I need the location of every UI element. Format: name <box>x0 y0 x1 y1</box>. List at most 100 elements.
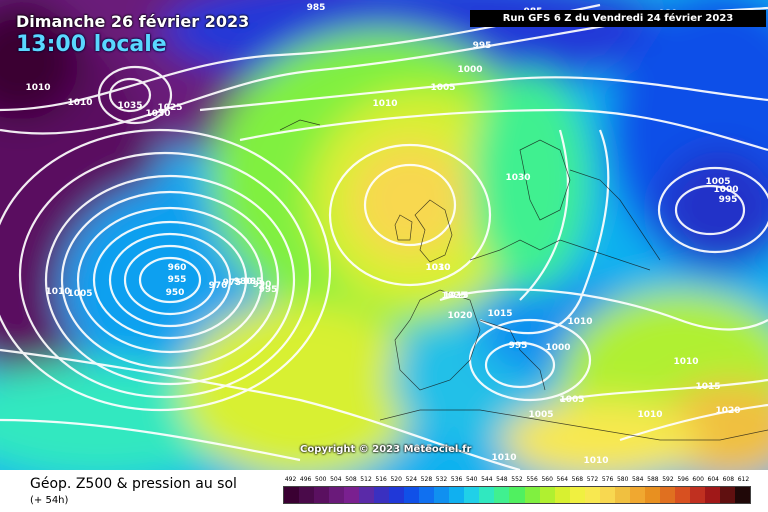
legend-color-bar <box>283 486 751 504</box>
legend-tick-label: 516 <box>375 476 387 483</box>
isobar-value-label: 1020 <box>715 406 740 416</box>
legend-tick-label: 536 <box>450 476 463 483</box>
legend-swatch <box>599 487 615 503</box>
legend-tick-label: 552 <box>511 476 523 483</box>
legend-swatch <box>524 487 540 503</box>
isobar-value-label: 960 <box>168 263 187 273</box>
isobar-value-label: 995 <box>509 341 528 351</box>
legend-swatch <box>734 487 750 503</box>
isobar-value-label: 1005 <box>559 395 584 405</box>
legend-tick-label: 504 <box>330 476 342 483</box>
isobar-value-label: 995 <box>259 285 278 295</box>
isobar-value-label: 1030 <box>425 263 450 273</box>
legend-swatch <box>614 487 630 503</box>
isobar-value-label: 1025 <box>441 291 466 301</box>
legend-tick-label: 592 <box>662 476 674 483</box>
isobar-value-label: 1010 <box>372 99 397 109</box>
legend-swatch <box>464 487 480 503</box>
isobar-value-label: 1015 <box>695 382 720 392</box>
isobar-value-label: 1000 <box>713 185 738 195</box>
forecast-lead-time: (+ 54h) <box>30 495 69 506</box>
isobar-value-label: 1010 <box>567 317 592 327</box>
isobar-value-label: 1010 <box>583 456 608 466</box>
isobar-value-label: 950 <box>166 288 185 298</box>
isobar-value-label: 1010 <box>425 263 450 273</box>
legend-swatch <box>344 487 360 503</box>
legend-swatch <box>584 487 600 503</box>
isobar-value-label: 1010 <box>45 287 70 297</box>
legend-tick-label: 496 <box>299 476 312 483</box>
legend-tick-label: 556 <box>526 476 538 483</box>
coastlines <box>279 119 768 441</box>
legend-tick-label: 500 <box>315 476 327 483</box>
isobar-value-label: 995 <box>473 41 492 51</box>
legend-tick-label: 596 <box>677 476 689 483</box>
legend-swatch <box>539 487 555 503</box>
legend-tick-label: 528 <box>420 476 433 483</box>
legend-swatch <box>479 487 495 503</box>
isobar-value-label: 980 <box>234 277 253 287</box>
isobar-value-label: 1005 <box>705 177 730 187</box>
isobar-labels: 9859859809951000100510101010101010351030… <box>25 3 740 466</box>
isobar-value-label: 1010 <box>67 98 92 108</box>
isobar-value-label: 1010 <box>25 83 50 93</box>
isobar-value-label: 955 <box>168 275 187 285</box>
legend-swatch <box>434 487 450 503</box>
isobar-value-label: 1010 <box>491 453 516 463</box>
legend-tick-label: 544 <box>481 476 493 483</box>
isobar-value-label: 990 <box>253 280 272 290</box>
isobar-value-label: 985 <box>307 3 326 13</box>
legend-tick-label: 564 <box>556 476 569 483</box>
isobar-value-label: 1005 <box>67 289 92 299</box>
legend-swatch <box>659 487 675 503</box>
isobar-value-label: 1015 <box>443 291 468 301</box>
legend-tick-label: 588 <box>647 476 659 483</box>
isobar-value-label: 1010 <box>637 410 662 420</box>
legend-tick-label: 508 <box>345 476 357 483</box>
isobar-value-label: 1000 <box>545 343 570 353</box>
isobar-value-label: 1000 <box>457 65 482 75</box>
isobar-value-label: 995 <box>719 195 738 205</box>
isobar-value-label: 1015 <box>407 444 432 454</box>
legend-swatch <box>719 487 735 503</box>
legend-tick-label: 540 <box>465 476 478 483</box>
legend-swatch <box>359 487 375 503</box>
map-parameter-title: Géop. Z500 & pression au sol <box>30 476 237 492</box>
legend-swatch <box>569 487 585 503</box>
legend-swatch <box>314 487 330 503</box>
legend-swatch <box>449 487 465 503</box>
isobar-value-label: 970 <box>209 281 228 291</box>
legend-tick-label: 548 <box>496 476 508 483</box>
isobar-value-label: 1030 <box>505 173 530 183</box>
legend-tick-label: 576 <box>601 476 614 483</box>
legend-swatch <box>689 487 705 503</box>
legend-swatch <box>404 487 420 503</box>
legend-tick-label: 600 <box>692 476 704 483</box>
legend-tick-label: 568 <box>571 476 584 483</box>
legend-swatch <box>509 487 525 503</box>
isobar-value-label: 1015 <box>487 309 512 319</box>
legend-swatch <box>704 487 720 503</box>
model-run-info: Run GFS 6 Z du Vendredi 24 février 2023 <box>470 10 766 27</box>
legend-tick-label: 584 <box>632 476 644 483</box>
local-time-title: 13:00 locale <box>16 32 167 57</box>
legend-tick-label: 492 <box>284 476 297 483</box>
isobar-value-label: 1005 <box>528 410 553 420</box>
isobar-value-label: 1005 <box>430 83 455 93</box>
legend-swatch <box>554 487 570 503</box>
legend-tick-label: 580 <box>616 476 629 483</box>
legend-swatch <box>374 487 390 503</box>
legend-swatch <box>299 487 315 503</box>
isobar-value-label: 1020 <box>447 311 472 321</box>
legend-tick-label: 608 <box>722 476 735 483</box>
isobar-value-label: 985 <box>244 277 263 287</box>
legend-swatch <box>629 487 645 503</box>
date-title: Dimanche 26 février 2023 <box>16 12 250 31</box>
legend-tick-labels: 492 496 500 504 508 512 516 520 524 528 532 536 540 5… <box>283 476 751 486</box>
isobar-lines <box>0 3 768 470</box>
copyright-notice: Copyright © 2023 Meteociel.fr <box>300 444 472 455</box>
legend-tick-label: 572 <box>586 476 599 483</box>
legend-tick-label: 512 <box>360 476 372 483</box>
legend-swatch <box>329 487 345 503</box>
legend-swatch <box>389 487 405 503</box>
